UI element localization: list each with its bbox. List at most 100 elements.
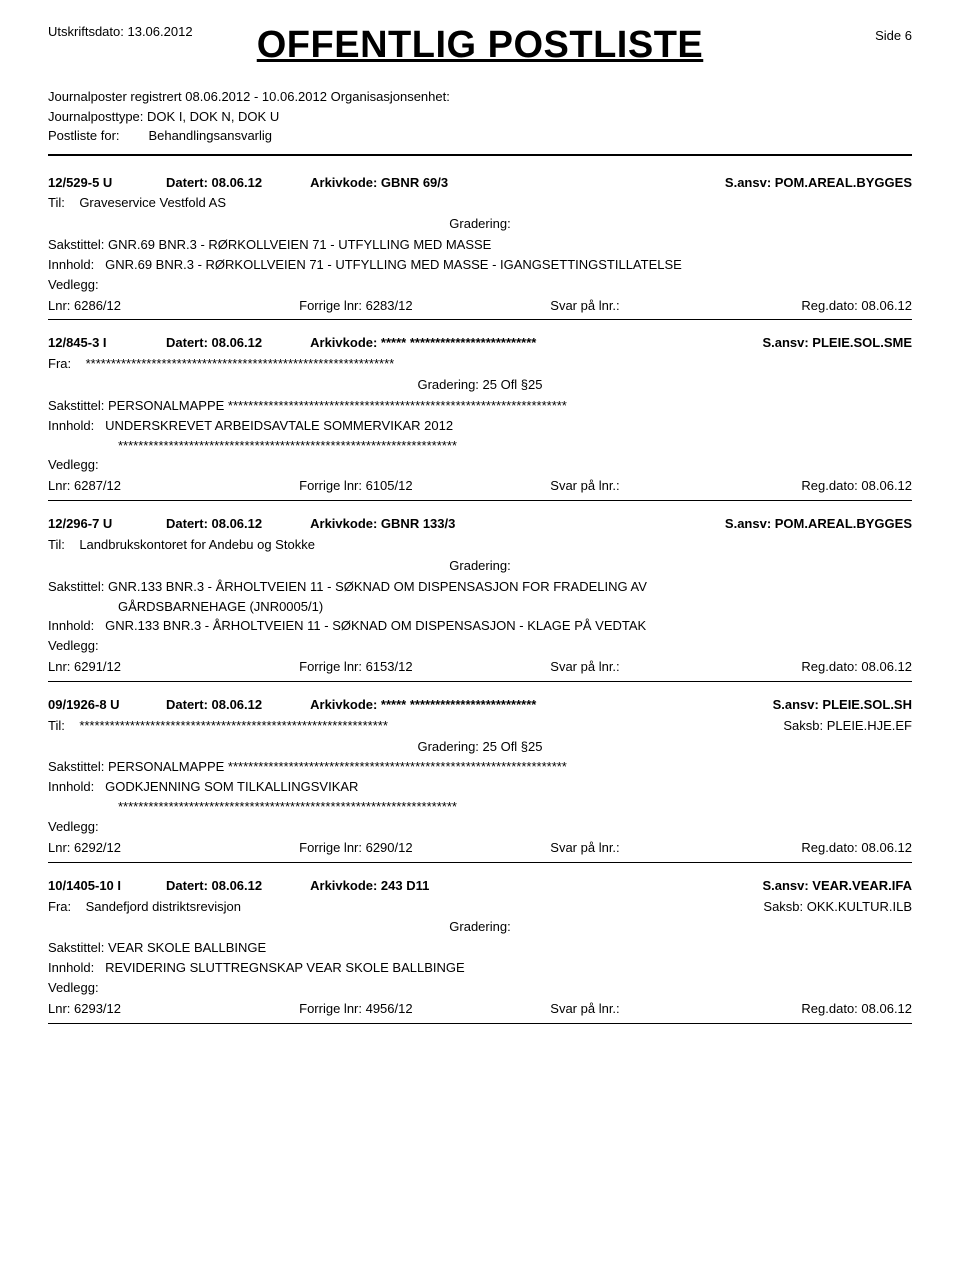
entry-header-row: 10/1405-10 IDatert: 08.06.12Arkivkode: 2… xyxy=(48,877,912,896)
entry-header-row: 12/845-3 IDatert: 08.06.12Arkivkode: ***… xyxy=(48,334,912,353)
regdato: Reg.dato: 08.06.12 xyxy=(801,297,912,316)
side-label: Side 6 xyxy=(875,28,912,43)
tilfra-label: Til: xyxy=(48,718,65,733)
saksb: Saksb: PLEIE.HJE.EF xyxy=(783,717,912,736)
print-date-label: Utskriftsdato: xyxy=(48,24,124,39)
tilfra-row: Til: ***********************************… xyxy=(48,717,912,736)
case-number: 12/845-3 I xyxy=(48,334,148,353)
forrige-lnr: Forrige lnr: 4956/12 xyxy=(299,1000,550,1019)
arkivkode: Arkivkode: ***** ***********************… xyxy=(270,696,764,715)
innhold-label: Innhold: xyxy=(48,960,94,975)
innhold-value: REVIDERING SLUTTREGNSKAP VEAR SKOLE BALL… xyxy=(105,960,465,975)
meta-postliste-label: Postliste for: xyxy=(48,128,120,143)
meta-row-1: Journalposter registrert 08.06.2012 - 10… xyxy=(48,87,912,107)
page-header: Utskriftsdato: 13.06.2012 OFFENTLIG POST… xyxy=(48,24,912,67)
case-number: 12/296-7 U xyxy=(48,515,148,534)
meta-posttype-label: Journalposttype: xyxy=(48,109,143,124)
entry-footer-row: Lnr: 6291/12Forrige lnr: 6153/12Svar på … xyxy=(48,658,912,677)
meta-postliste-value: Behandlingsansvarlig xyxy=(148,128,272,143)
tilfra-label: Til: xyxy=(48,537,65,552)
sakstittel-line: Sakstittel: GNR.69 BNR.3 - RØRKOLLVEIEN … xyxy=(48,236,912,255)
tilfra-value: ****************************************… xyxy=(79,718,388,733)
lnr: Lnr: 6292/12 xyxy=(48,839,299,858)
journal-entry: 12/845-3 IDatert: 08.06.12Arkivkode: ***… xyxy=(48,334,912,496)
innhold-label: Innhold: xyxy=(48,779,94,794)
tilfra-row: Fra: ***********************************… xyxy=(48,355,912,374)
vedlegg-label: Vedlegg: xyxy=(48,980,99,995)
sakstittel-value: PERSONALMAPPE **************************… xyxy=(108,759,567,774)
journal-entry: 12/296-7 U Datert: 08.06.12 Arkivkode: GBN… xyxy=(48,515,912,677)
entry-header-row: 12/296-7 U Datert: 08.06.12 Arkivkode: GBN… xyxy=(48,515,912,534)
saksb: Saksb: OKK.KULTUR.ILB xyxy=(763,898,912,917)
innhold-line: Innhold: GNR.69 BNR.3 - RØRKOLLVEIEN 71 … xyxy=(48,256,912,275)
entry-divider xyxy=(48,681,912,682)
vedlegg-label: Vedlegg: xyxy=(48,457,99,472)
entry-footer-row: Lnr: 6292/12Forrige lnr: 6290/12Svar på … xyxy=(48,839,912,858)
page-container: Utskriftsdato: 13.06.2012 OFFENTLIG POST… xyxy=(0,0,960,1078)
forrige-lnr: Forrige lnr: 6153/12 xyxy=(299,658,550,677)
tilfra-value: Graveservice Vestfold AS xyxy=(79,195,226,210)
entry-footer-row: Lnr: 6286/12Forrige lnr: 6283/12Svar på … xyxy=(48,297,912,316)
meta-registered-label: Journalposter registrert xyxy=(48,89,182,104)
divider-thick xyxy=(48,154,912,156)
entry-footer-row: Lnr: 6287/12Forrige lnr: 6105/12Svar på … xyxy=(48,477,912,496)
meta-org-label: Organisasjonsenhet: xyxy=(331,89,450,104)
innhold-label: Innhold: xyxy=(48,257,94,272)
innhold-label: Innhold: xyxy=(48,618,94,633)
gradering: Gradering: xyxy=(48,557,912,576)
innhold-value: GODKJENNING SOM TILKALLINGSVIKAR xyxy=(105,779,358,794)
arkivkode: Arkivkode: GBNR 133/3 xyxy=(270,515,717,534)
entry-divider xyxy=(48,319,912,320)
meta-row-2: Journalposttype: DOK I, DOK N, DOK U xyxy=(48,107,912,127)
lnr: Lnr: 6293/12 xyxy=(48,1000,299,1019)
tilfra-row: Fra: Sandefjord distriktsrevisjon Saksb: … xyxy=(48,898,912,917)
entry-footer-row: Lnr: 6293/12Forrige lnr: 4956/12Svar på … xyxy=(48,1000,912,1019)
vedlegg-line: Vedlegg: xyxy=(48,456,912,475)
sansv: S.ansv: VEAR.VEAR.IFA xyxy=(762,877,912,896)
regdato: Reg.dato: 08.06.12 xyxy=(801,1000,912,1019)
regdato: Reg.dato: 08.06.12 xyxy=(801,658,912,677)
tilfra-row: Til: Landbrukskontoret for Andebu og Sto… xyxy=(48,536,912,555)
journal-entry: 12/529-5 UDatert: 08.06.12Arkivkode: GBN… xyxy=(48,174,912,316)
sakstittel-label: Sakstittel: xyxy=(48,579,104,594)
meta-posttype-value: DOK I, DOK N, DOK U xyxy=(147,109,279,124)
sakstittel-value: VEAR SKOLE BALLBINGE xyxy=(108,940,266,955)
sakstittel-line-2: GÅRDSBARNEHAGE (JNR0005/1) xyxy=(48,598,912,617)
arkivkode: Arkivkode: 243 D11 xyxy=(270,877,754,896)
vedlegg-label: Vedlegg: xyxy=(48,819,99,834)
tilfra-label: Fra: xyxy=(48,899,71,914)
sansv: S.ansv: PLEIE.SOL.SME xyxy=(762,334,912,353)
lnr: Lnr: 6291/12 xyxy=(48,658,299,677)
svar-lnr: Svar på lnr.: xyxy=(550,839,801,858)
arkivkode: Arkivkode: ***** ***********************… xyxy=(270,334,754,353)
regdato: Reg.dato: 08.06.12 xyxy=(801,477,912,496)
innhold-line: Innhold: REVIDERING SLUTTREGNSKAP VEAR S… xyxy=(48,959,912,978)
tilfra-value: Sandefjord distriktsrevisjon xyxy=(86,899,241,914)
sakstittel-line: Sakstittel: PERSONALMAPPE **************… xyxy=(48,397,912,416)
dated: Datert: 08.06.12 xyxy=(166,877,262,896)
vedlegg-line: Vedlegg: xyxy=(48,637,912,656)
sakstittel-value: PERSONALMAPPE **************************… xyxy=(108,398,567,413)
innhold-line: Innhold: GNR.133 BNR.3 - ÅRHOLTVEIEN 11 … xyxy=(48,617,912,636)
innhold-value: UNDERSKREVET ARBEIDSAVTALE SOMMERVIKAR 2… xyxy=(105,418,453,433)
svar-lnr: Svar på lnr.: xyxy=(550,1000,801,1019)
innhold-line: Innhold: UNDERSKREVET ARBEIDSAVTALE SOMM… xyxy=(48,417,912,436)
sakstittel-label: Sakstittel: xyxy=(48,940,104,955)
svar-lnr: Svar på lnr.: xyxy=(550,477,801,496)
sansv: S.ansv: PLEIE.SOL.SH xyxy=(773,696,912,715)
sakstittel-line: Sakstittel: GNR.133 BNR.3 - ÅRHOLTVEIEN … xyxy=(48,578,912,597)
entry-divider xyxy=(48,1023,912,1024)
case-number: 12/529-5 U xyxy=(48,174,148,193)
dated: Datert: 08.06.12 xyxy=(166,515,262,534)
sakstittel-line: Sakstittel: PERSONALMAPPE **************… xyxy=(48,758,912,777)
forrige-lnr: Forrige lnr: 6290/12 xyxy=(299,839,550,858)
sansv: S.ansv: POM.AREAL.BYGGES xyxy=(725,174,912,193)
sansv: S.ansv: POM.AREAL.BYGGES xyxy=(725,515,912,534)
journal-entry: 09/1926-8 UDatert: 08.06.12Arkivkode: **… xyxy=(48,696,912,858)
journal-entry: 10/1405-10 IDatert: 08.06.12Arkivkode: 2… xyxy=(48,877,912,1019)
tilfra-value: ****************************************… xyxy=(86,356,395,371)
sakstittel-value: GNR.133 BNR.3 - ÅRHOLTVEIEN 11 - SØKNAD … xyxy=(108,579,647,594)
sakstittel-value: GNR.69 BNR.3 - RØRKOLLVEIEN 71 - UTFYLLI… xyxy=(108,237,491,252)
arkivkode: Arkivkode: GBNR 69/3 xyxy=(270,174,717,193)
gradering: Gradering: xyxy=(48,918,912,937)
